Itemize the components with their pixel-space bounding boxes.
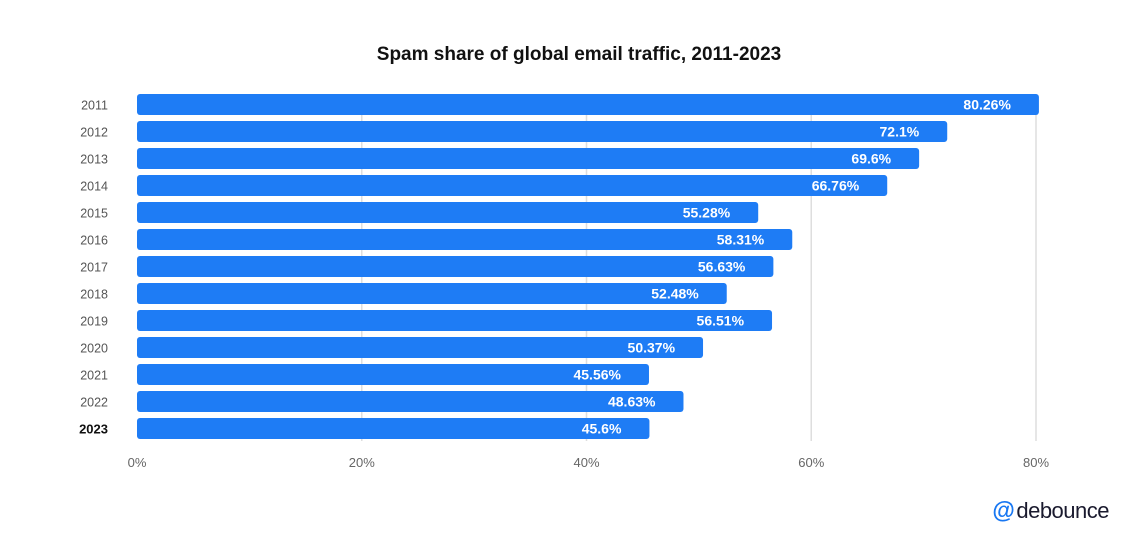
y-tick-label: 2022 bbox=[80, 396, 108, 410]
bar bbox=[137, 202, 759, 223]
y-tick-label: 2012 bbox=[80, 126, 108, 140]
bar bbox=[137, 148, 920, 169]
y-tick-label: 2020 bbox=[80, 342, 108, 356]
data-label: 45.6% bbox=[582, 421, 622, 437]
bar bbox=[137, 364, 649, 385]
data-label: 56.63% bbox=[698, 259, 746, 275]
data-label: 45.56% bbox=[573, 367, 621, 383]
y-tick-label: 2023 bbox=[79, 422, 108, 437]
y-tick-label: 2014 bbox=[80, 180, 108, 194]
data-label: 55.28% bbox=[683, 205, 731, 221]
bar bbox=[137, 121, 948, 142]
x-tick-label: 20% bbox=[349, 455, 375, 470]
data-label: 80.26% bbox=[963, 97, 1011, 113]
brand-logo: @ debounce bbox=[992, 497, 1109, 524]
bar bbox=[137, 229, 793, 250]
bar bbox=[137, 310, 773, 331]
data-label: 72.1% bbox=[880, 124, 920, 140]
bar bbox=[137, 337, 704, 358]
y-axis-labels: 2011 2012 2013 2014 2015 2016 2017 2018 2019 2020… bbox=[79, 99, 108, 437]
x-axis-labels: 0% 20% 40% 60% 80% bbox=[128, 455, 1050, 470]
y-tick-label: 2017 bbox=[80, 261, 108, 275]
y-tick-label: 2018 bbox=[80, 288, 108, 302]
data-label: 69.6% bbox=[851, 151, 891, 167]
at-icon: @ bbox=[992, 497, 1015, 523]
brand-name: debounce bbox=[1016, 497, 1109, 523]
y-tick-label: 2019 bbox=[80, 315, 108, 329]
bar bbox=[137, 256, 774, 277]
y-tick-label: 2021 bbox=[80, 369, 108, 383]
bar bbox=[137, 94, 1039, 115]
chart-title: Spam share of global email traffic, 2011… bbox=[376, 44, 782, 65]
data-label: 58.31% bbox=[717, 232, 765, 248]
x-tick-label: 60% bbox=[798, 455, 824, 470]
bar bbox=[137, 391, 684, 412]
y-tick-label: 2015 bbox=[80, 207, 108, 221]
x-tick-label: 80% bbox=[1023, 455, 1049, 470]
data-label: 50.37% bbox=[628, 340, 676, 356]
y-tick-label: 2016 bbox=[80, 234, 108, 248]
bars bbox=[137, 94, 1039, 439]
data-label: 66.76% bbox=[812, 178, 860, 194]
data-label: 52.48% bbox=[651, 286, 699, 302]
bar bbox=[137, 283, 727, 304]
data-labels: 80.26% 72.1% 69.6% 66.76% 55.28% 58.31% 56.63%… bbox=[573, 97, 1011, 437]
data-label: 48.63% bbox=[608, 394, 656, 410]
bar bbox=[137, 175, 888, 196]
x-tick-label: 0% bbox=[128, 455, 147, 470]
y-tick-label: 2013 bbox=[80, 153, 108, 167]
data-label: 56.51% bbox=[697, 313, 745, 329]
bar bbox=[137, 418, 650, 439]
y-tick-label: 2011 bbox=[81, 99, 108, 113]
x-tick-label: 40% bbox=[573, 455, 599, 470]
